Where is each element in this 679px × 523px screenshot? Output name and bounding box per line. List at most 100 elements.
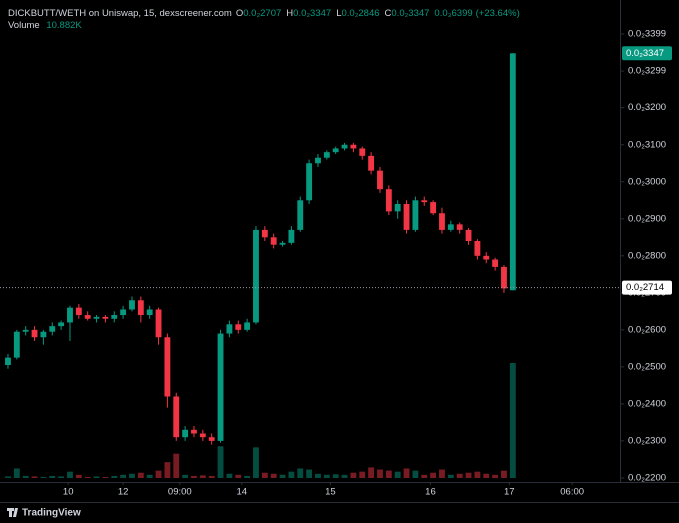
volume-value: 10.882K (46, 20, 82, 31)
candle-body (13, 331, 20, 358)
candle-body (5, 357, 11, 366)
volume-bar (5, 476, 11, 478)
y-tick-label: 0.0₂3299 (628, 66, 666, 77)
legend-header: DICKBUTT/WETH on Uniswap, 15, dexscreene… (8, 8, 520, 19)
volume-bar (368, 467, 375, 478)
volume-bar (164, 462, 171, 478)
candle-body (67, 307, 73, 323)
volume-bar (270, 473, 277, 478)
volume-bar (412, 470, 419, 478)
candle-body (137, 300, 144, 316)
volume-bar (341, 474, 348, 478)
last-price-box (622, 46, 672, 61)
candle-body (208, 437, 215, 441)
volume-bar (509, 363, 516, 478)
candle-body (199, 433, 206, 438)
volume-bar (323, 474, 330, 478)
volume-bar (430, 472, 437, 478)
volume-bar (385, 470, 392, 478)
y-tick-label: 0.0₂3100 (628, 139, 666, 150)
x-tick-label: 14 (237, 487, 248, 498)
y-tick-label: 0.0₂3000 (628, 176, 666, 187)
ohlc-value: 0.0₂2846 (341, 8, 379, 19)
x-tick-label: 15 (325, 487, 336, 498)
price-line-box (622, 280, 672, 295)
volume-bar (40, 476, 47, 478)
volume-bar (58, 476, 65, 478)
volume-bar (474, 471, 481, 478)
x-tick-label: 10 (63, 487, 74, 498)
ohlc-value: 0.0₂2707 (243, 8, 281, 19)
y-tick-label: 0.0₂3399 (628, 29, 666, 40)
volume-bar (421, 474, 428, 478)
candle-body (439, 213, 445, 230)
candle-body (447, 224, 454, 230)
volume-bar (315, 473, 321, 478)
volume-bar (244, 475, 251, 478)
candle-body (483, 255, 490, 260)
candle-body (377, 170, 383, 190)
volume-bar (155, 470, 162, 478)
y-tick-label: 0.0₂2400 (628, 398, 666, 409)
x-tick-label: 09:00 (168, 487, 192, 498)
volume-bar (350, 472, 357, 478)
volume-bar (182, 474, 189, 478)
candle-body (164, 337, 171, 397)
volume-bar (208, 475, 215, 478)
volume-bar (31, 476, 38, 478)
volume-bar (359, 471, 366, 478)
logo[interactable]: TradingView (7, 508, 81, 519)
candle-body (217, 333, 224, 441)
candle-body (297, 200, 304, 230)
ohlc-value: 0.0₂3347 (293, 8, 331, 19)
x-tick-label: 06:00 (560, 487, 584, 498)
volume-bar (146, 474, 153, 478)
candle-body (456, 224, 463, 230)
volume-bar (129, 473, 135, 478)
candle-body (129, 300, 135, 310)
candle-body (465, 229, 472, 241)
x-tick-label: 12 (118, 487, 129, 498)
volume-bar (49, 475, 56, 478)
candle-body (244, 322, 251, 330)
volume-bar (439, 469, 445, 478)
y-tick-label: 0.0₂2200 (628, 472, 666, 483)
volume-bar (199, 475, 206, 478)
volume-bar (235, 474, 242, 478)
volume-bar (403, 468, 410, 478)
candle-body (120, 309, 127, 316)
candle-body (412, 200, 419, 230)
change-pct: (+23.64%) (476, 8, 520, 19)
volume-bar (306, 469, 313, 478)
volume-bar (492, 474, 499, 478)
symbol: DICKBUTT/WETH on Uniswap, 15, dexscreene… (8, 8, 232, 19)
volume-bar (261, 472, 268, 478)
candle-body (306, 163, 313, 201)
volume-bar (501, 470, 507, 478)
candle-body (93, 316, 100, 319)
candle-body (315, 157, 321, 164)
x-tick-label: 16 (425, 487, 436, 498)
y-tick-label: 0.0₂2500 (628, 361, 666, 372)
candle-body (341, 144, 348, 149)
candle-body (332, 148, 339, 153)
candle-body (279, 242, 286, 245)
candle-body (226, 324, 233, 334)
logo-text: TradingView (22, 508, 81, 519)
volume-bar (465, 472, 472, 478)
logo-icon (7, 508, 18, 517)
volume-bar (137, 472, 144, 478)
volume-bar (217, 446, 224, 478)
y-tick-label: 0.0₂2800 (628, 250, 666, 261)
candle-body (111, 315, 118, 319)
volume-bar (120, 474, 127, 478)
ohlc-label: C (385, 8, 392, 19)
candle-body (22, 329, 29, 332)
candle-body (49, 326, 56, 332)
candle-body (350, 144, 357, 149)
volume-bar (279, 474, 286, 478)
change: 0.0₃6399 (434, 8, 472, 19)
candle-body (359, 148, 366, 156)
y-tick-label: 0.0₂2900 (628, 213, 666, 224)
